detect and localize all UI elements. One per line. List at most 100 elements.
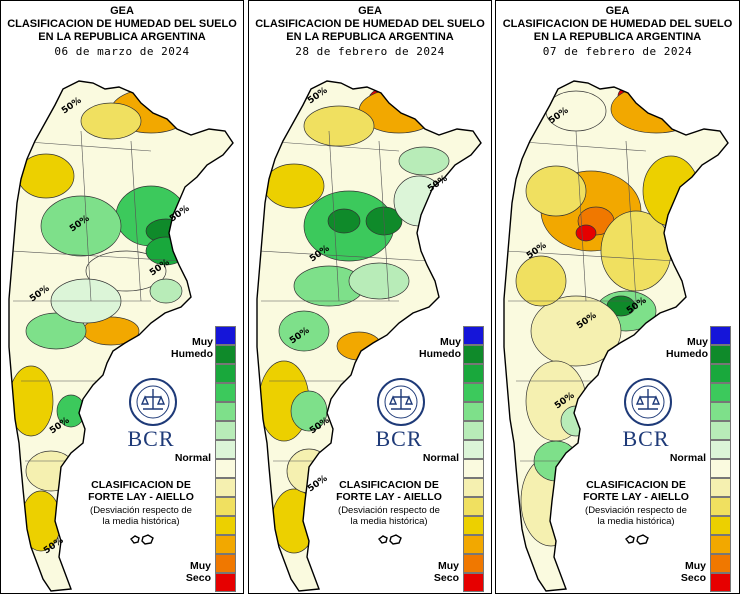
legend-swatch — [215, 478, 236, 497]
moisture-region — [303, 105, 375, 147]
legend-swatch — [710, 516, 731, 535]
legend-swatch — [463, 326, 484, 345]
legend-swatch — [215, 535, 236, 554]
moisture-region — [263, 163, 325, 209]
map-title-country: EN LA REPUBLICA ARGENTINA — [38, 31, 206, 43]
moisture-region — [85, 250, 167, 292]
bcr-seal-logo — [620, 377, 676, 432]
map-title-country: EN LA REPUBLICA ARGENTINA — [533, 31, 702, 43]
legend-swatch — [710, 459, 731, 478]
bcr-brand-text: BCR — [127, 426, 175, 451]
map-date: 07 de febrero de 2024 — [542, 45, 693, 58]
legend-very-dry-label: Muy Seco — [419, 560, 459, 584]
moisture-region — [40, 195, 122, 257]
legend-swatch — [215, 497, 236, 516]
legend-normal-label: Normal — [174, 452, 211, 464]
legend-very-dry-label: Muy Seco — [666, 560, 706, 584]
legend-very-wet-line1: Muy — [687, 336, 708, 348]
moisture-region — [398, 146, 450, 176]
legend-swatch — [463, 440, 484, 459]
argentina-map — [256, 80, 482, 592]
legend-very-wet-label: Muy Humedo — [664, 336, 708, 360]
province-border — [258, 250, 430, 262]
legend-very-dry-line2: Seco — [185, 572, 211, 584]
classification-note: CLASIFICACION DE FORTE LAY - AIELLO (Des… — [71, 479, 211, 527]
map-header: GEA CLASIFICACION DE HUMEDAD DEL SUELO E… — [1, 5, 243, 58]
legend-swatch — [215, 459, 236, 478]
legend-swatch — [215, 554, 236, 573]
province-border — [328, 130, 340, 302]
classification-note: CLASIFICACION DE FORTE LAY - AIELLO (Des… — [566, 479, 706, 527]
legend-swatch — [463, 421, 484, 440]
classification-line2: FORTE LAY - AIELLO — [583, 491, 689, 503]
legend-very-wet-line1: Muy — [440, 336, 461, 348]
moisture-legend — [463, 326, 485, 592]
moisture-legend — [710, 326, 732, 592]
soil-moisture-map-panel-3: GEA CLASIFICACION DE HUMEDAD DEL SUELO E… — [495, 0, 740, 594]
legend-swatch — [463, 345, 484, 364]
classification-line1: CLASIFICACION DE — [586, 479, 686, 491]
bcr-seal-logo — [125, 377, 181, 432]
legend-very-dry-line1: Muy — [438, 560, 459, 572]
malvinas-islands-shape — [377, 533, 405, 552]
legend-very-wet-line2: Humedo — [666, 348, 708, 360]
map-title-gea: GEA — [110, 5, 134, 17]
legend-swatch — [215, 364, 236, 383]
classification-sub2: la media histórica) — [102, 516, 180, 527]
legend-swatch — [710, 383, 731, 402]
legend-swatch — [215, 345, 236, 364]
legend-swatch — [463, 535, 484, 554]
province-border — [625, 140, 637, 302]
province-border — [10, 250, 182, 262]
legend-swatch — [710, 535, 731, 554]
moisture-region — [530, 295, 622, 367]
classification-line1: CLASIFICACION DE — [339, 479, 439, 491]
legend-swatch — [463, 573, 484, 592]
province-border — [378, 140, 390, 302]
legend-swatch — [710, 478, 731, 497]
map-title-main: CLASIFICACION DE HUMEDAD DEL SUELO — [7, 18, 237, 30]
legend-swatch — [710, 421, 731, 440]
map-date: 28 de febrero de 2024 — [295, 45, 445, 58]
map-date: 06 de marzo de 2024 — [54, 45, 190, 58]
moisture-region — [327, 208, 361, 234]
argentina-map — [8, 80, 234, 592]
classification-sub2: la media histórica) — [350, 516, 428, 527]
legend-swatch — [463, 459, 484, 478]
bcr-brand-text: BCR — [622, 426, 670, 451]
legend-swatch — [215, 440, 236, 459]
malvinas-islands-shape — [129, 533, 157, 552]
legend-swatch — [710, 326, 731, 345]
map-title-gea: GEA — [605, 5, 630, 17]
moisture-region — [525, 165, 587, 217]
country-outline — [8, 80, 234, 592]
moisture-region — [575, 224, 597, 242]
province-border — [575, 130, 587, 302]
map-header: GEA CLASIFICACION DE HUMEDAD DEL SUELO E… — [249, 5, 491, 58]
classification-sub1: (Desviación respecto de — [90, 505, 192, 516]
map-title-gea: GEA — [358, 5, 382, 17]
legend-very-dry-line1: Muy — [685, 560, 706, 572]
legend-very-wet-label: Muy Humedo — [417, 336, 461, 360]
moisture-region — [348, 262, 410, 300]
legend-swatch — [463, 478, 484, 497]
moisture-region — [560, 405, 592, 437]
classification-sub1: (Desviación respecto de — [585, 505, 687, 516]
legend-normal-label: Normal — [422, 452, 459, 464]
classification-sub1: (Desviación respecto de — [338, 505, 440, 516]
bcr-brand-text: BCR — [375, 426, 423, 451]
legend-swatch — [215, 573, 236, 592]
legend-swatch — [710, 554, 731, 573]
province-border — [80, 130, 92, 302]
legend-swatch — [463, 497, 484, 516]
legend-very-dry-line2: Seco — [433, 572, 459, 584]
legend-swatch — [710, 440, 731, 459]
legend-swatch — [710, 402, 731, 421]
legend-swatch — [710, 364, 731, 383]
classification-line1: CLASIFICACION DE — [91, 479, 191, 491]
moisture-region — [25, 312, 87, 350]
moisture-region — [9, 365, 54, 437]
legend-swatch — [215, 421, 236, 440]
country-outline — [256, 80, 482, 592]
legend-very-dry-label: Muy Seco — [171, 560, 211, 584]
